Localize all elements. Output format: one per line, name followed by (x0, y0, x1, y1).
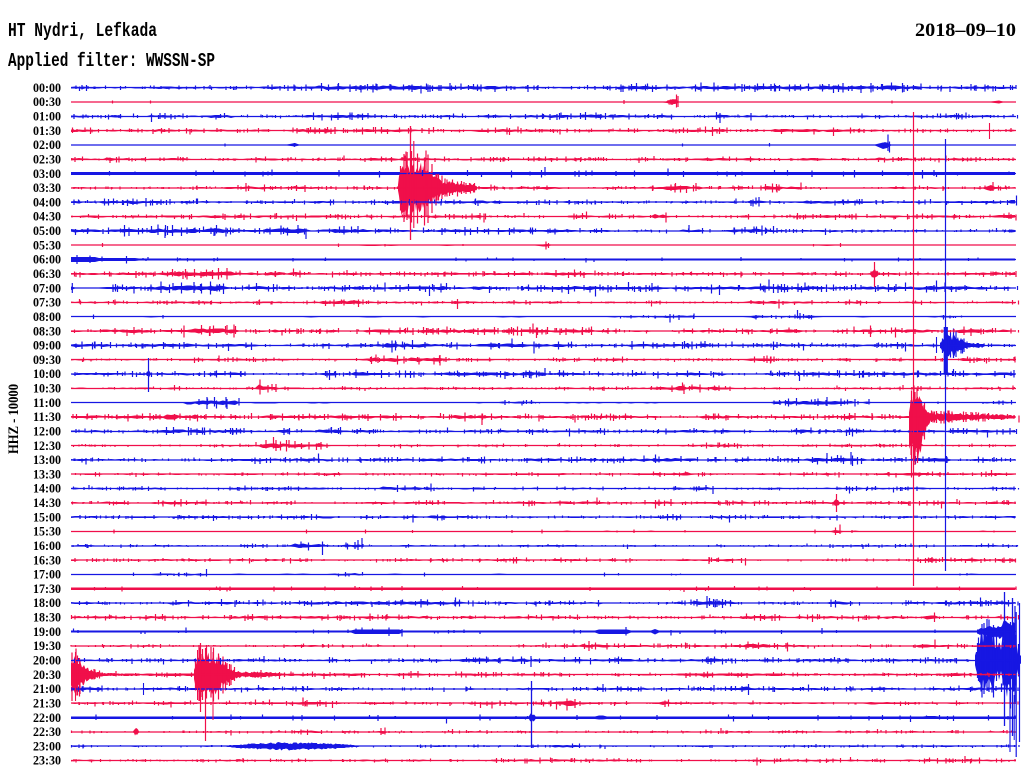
svg-text:08:00: 08:00 (33, 310, 61, 324)
svg-text:02:30: 02:30 (33, 153, 61, 167)
svg-text:22:30: 22:30 (33, 725, 61, 739)
svg-text:09:30: 09:30 (33, 353, 61, 367)
svg-text:06:30: 06:30 (33, 267, 61, 281)
svg-text:15:00: 15:00 (33, 510, 61, 524)
svg-text:12:30: 12:30 (33, 439, 61, 453)
svg-text:07:30: 07:30 (33, 296, 61, 310)
svg-text:04:00: 04:00 (33, 195, 61, 209)
svg-text:21:00: 21:00 (33, 682, 61, 696)
svg-text:10:30: 10:30 (33, 382, 61, 396)
svg-text:17:30: 17:30 (33, 582, 61, 596)
svg-text:19:30: 19:30 (33, 639, 61, 653)
svg-text:HT Nydri, Lefkada: HT Nydri, Lefkada (8, 20, 157, 42)
svg-text:2018–09–10: 2018–09–10 (915, 21, 1016, 41)
svg-text:02:00: 02:00 (33, 138, 61, 152)
svg-text:21:30: 21:30 (33, 696, 61, 710)
svg-text:10:00: 10:00 (33, 367, 61, 381)
svg-text:23:30: 23:30 (33, 754, 61, 768)
svg-text:19:00: 19:00 (33, 625, 61, 639)
svg-text:06:00: 06:00 (33, 253, 61, 267)
svg-text:Applied filter: WWSSN-SP: Applied filter: WWSSN-SP (8, 50, 215, 72)
svg-text:20:30: 20:30 (33, 668, 61, 682)
svg-text:16:30: 16:30 (33, 553, 61, 567)
svg-text:03:30: 03:30 (33, 181, 61, 195)
svg-text:16:00: 16:00 (33, 539, 61, 553)
svg-text:09:00: 09:00 (33, 339, 61, 353)
svg-text:14:00: 14:00 (33, 482, 61, 496)
svg-text:04:30: 04:30 (33, 210, 61, 224)
svg-text:01:00: 01:00 (33, 110, 61, 124)
svg-text:15:30: 15:30 (33, 525, 61, 539)
svg-text:11:00: 11:00 (33, 396, 61, 410)
svg-text:08:30: 08:30 (33, 324, 61, 338)
svg-text:01:30: 01:30 (33, 124, 61, 138)
svg-text:03:00: 03:00 (33, 167, 61, 181)
svg-text:18:30: 18:30 (33, 611, 61, 625)
svg-text:13:00: 13:00 (33, 453, 61, 467)
svg-text:00:00: 00:00 (33, 81, 61, 95)
svg-text:20:00: 20:00 (33, 654, 61, 668)
svg-text:05:30: 05:30 (33, 238, 61, 252)
svg-text:00:30: 00:30 (33, 95, 61, 109)
svg-text:14:30: 14:30 (33, 496, 61, 510)
svg-text:13:30: 13:30 (33, 467, 61, 481)
svg-text:23:00: 23:00 (33, 739, 61, 753)
svg-text:11:30: 11:30 (33, 410, 61, 424)
svg-text:22:00: 22:00 (33, 711, 61, 725)
svg-text:07:00: 07:00 (33, 281, 61, 295)
svg-text:12:00: 12:00 (33, 425, 61, 439)
svg-text:HHZ - 10000: HHZ - 10000 (6, 384, 22, 454)
svg-text:17:00: 17:00 (33, 568, 61, 582)
svg-text:05:00: 05:00 (33, 224, 61, 238)
svg-text:18:00: 18:00 (33, 596, 61, 610)
